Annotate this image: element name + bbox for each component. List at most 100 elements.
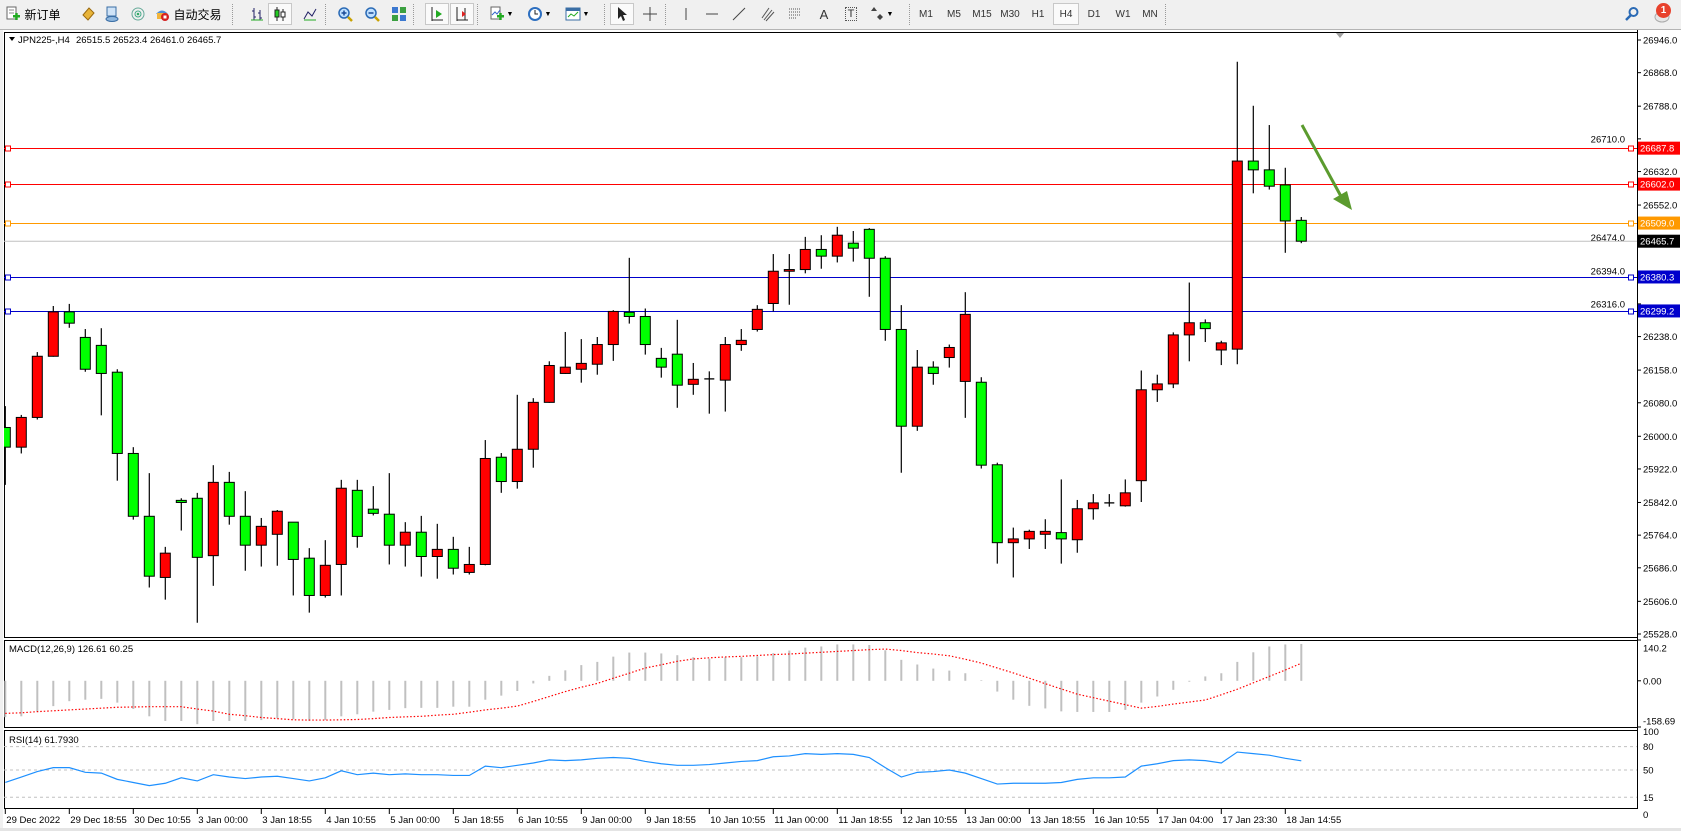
level-handle[interactable] [1628, 181, 1634, 188]
candle-body [847, 242, 859, 249]
timeframe-m30[interactable]: M30 [1000, 8, 1020, 20]
candle [1135, 370, 1147, 503]
level-handle[interactable] [5, 220, 11, 227]
level-price-label-bg [1638, 304, 1680, 318]
candlestick-chart-button[interactable] [268, 3, 292, 25]
level-handle[interactable] [5, 181, 11, 188]
search-button[interactable] [1622, 3, 1642, 25]
timeframe-m5[interactable]: M5 [947, 8, 961, 20]
arrow-annotation-line[interactable] [1300, 124, 1345, 201]
chart-shift-button[interactable] [450, 3, 474, 25]
shapes-button[interactable]: ▼ [866, 3, 896, 25]
candle [159, 546, 171, 600]
candle [735, 329, 747, 351]
periods-clock-icon [527, 6, 543, 22]
shapes-icon [869, 6, 885, 22]
candle [879, 256, 891, 341]
horizontal-line-icon [704, 6, 720, 22]
zoom-out-button[interactable] [360, 3, 384, 25]
level-price-label: 26380.3 [1640, 272, 1674, 283]
time-tick-label: 12 Jan 10:55 [902, 815, 957, 826]
zoom-in-button[interactable] [333, 3, 357, 25]
macd-signal-line [5, 648, 1302, 721]
timeframe-w1[interactable]: W1 [1115, 8, 1131, 20]
candle-body [15, 416, 27, 448]
text-label-button[interactable]: T [839, 3, 863, 25]
candle-body [575, 362, 587, 370]
chart-shift-marker-icon[interactable] [1336, 33, 1344, 38]
text-button[interactable]: A [812, 3, 836, 25]
price-tick-label: 25686.0 [1643, 563, 1677, 574]
candle [1087, 494, 1099, 520]
line-chart-button[interactable] [298, 3, 322, 25]
candle-body [863, 228, 875, 259]
candle [927, 361, 939, 385]
candle-body [1071, 508, 1083, 541]
timeframe-m1[interactable]: M1 [919, 8, 933, 20]
candle [639, 308, 651, 355]
level-handle[interactable] [5, 145, 11, 152]
tile-windows-button[interactable] [387, 3, 411, 25]
candle-body [1215, 342, 1227, 351]
level-handle[interactable] [1628, 220, 1634, 227]
macd-axis-label: -158.69 [1643, 717, 1675, 728]
candle [239, 491, 251, 571]
candle [223, 471, 235, 525]
timeframe-h4[interactable]: H4 [1053, 3, 1079, 25]
autotrading-button[interactable]: 自动交易 [152, 3, 224, 25]
rsi-axis-label: 50 [1643, 766, 1654, 777]
horizontal-line-button[interactable] [700, 3, 724, 25]
signals-button[interactable] [126, 3, 150, 25]
macd-plot [4, 643, 1303, 725]
metaeditor-button[interactable] [76, 3, 100, 25]
bar-chart-button[interactable] [245, 3, 269, 25]
trendline-button[interactable] [727, 3, 751, 25]
rsi-label: RSI(14) 61.7930 [9, 735, 79, 746]
auto-scroll-button[interactable] [425, 3, 449, 25]
level-handle[interactable] [5, 274, 11, 281]
navigator-button[interactable] [100, 3, 124, 25]
candle-body [335, 487, 347, 565]
candle [575, 339, 587, 383]
timeframe-d1[interactable]: D1 [1087, 8, 1101, 20]
indicators-button[interactable]: ▼ [486, 3, 516, 25]
main-plot [4, 61, 1637, 623]
candle-body [1023, 530, 1035, 540]
zoom-out-icon [364, 6, 380, 22]
timeframe-mn[interactable]: MN [1142, 8, 1158, 20]
vertical-line-icon [678, 6, 694, 22]
candle-body [879, 257, 891, 330]
candle-body [591, 344, 603, 365]
candle-body [751, 308, 763, 330]
level-handle[interactable] [1628, 308, 1634, 315]
candle [527, 398, 539, 468]
new-order-button[interactable]: 新订单 [4, 3, 62, 25]
level-handle[interactable] [1628, 274, 1634, 281]
timeframe-h1[interactable]: H1 [1031, 8, 1045, 20]
price-tick-label: 26474.0 [1591, 233, 1625, 244]
vertical-line-button[interactable] [674, 3, 698, 25]
cursor-button[interactable] [610, 3, 634, 25]
candle [719, 337, 731, 412]
fibonacci-retracement-button[interactable] [783, 3, 807, 25]
search-icon [1624, 6, 1640, 22]
candle-body [1119, 492, 1131, 507]
arrow-head-icon[interactable] [1333, 191, 1352, 210]
notification-badge: 1 [1656, 3, 1671, 18]
candle-body [927, 366, 939, 374]
toolbar: 新订单 自动交易 ▼ ▼ ▼ A T ▼ M1 M5 M15 M30 H1 H4 D1 W1 MN 1 [0, 0, 1681, 30]
crosshair-button[interactable] [638, 3, 662, 25]
fibonacci-channel-button[interactable] [756, 3, 780, 25]
level-handle[interactable] [1628, 145, 1634, 152]
level-handle[interactable] [5, 308, 11, 315]
timeframe-m15[interactable]: M15 [972, 8, 992, 20]
candle [351, 479, 363, 548]
candle-body [463, 563, 475, 573]
price-tick-label: 26946.0 [1643, 36, 1677, 47]
candle [655, 347, 667, 378]
time-tick-label: 3 Jan 00:00 [198, 815, 248, 826]
periods-clock-button[interactable]: ▼ [524, 3, 554, 25]
candle [31, 352, 43, 420]
templates-button[interactable]: ▼ [562, 3, 592, 25]
